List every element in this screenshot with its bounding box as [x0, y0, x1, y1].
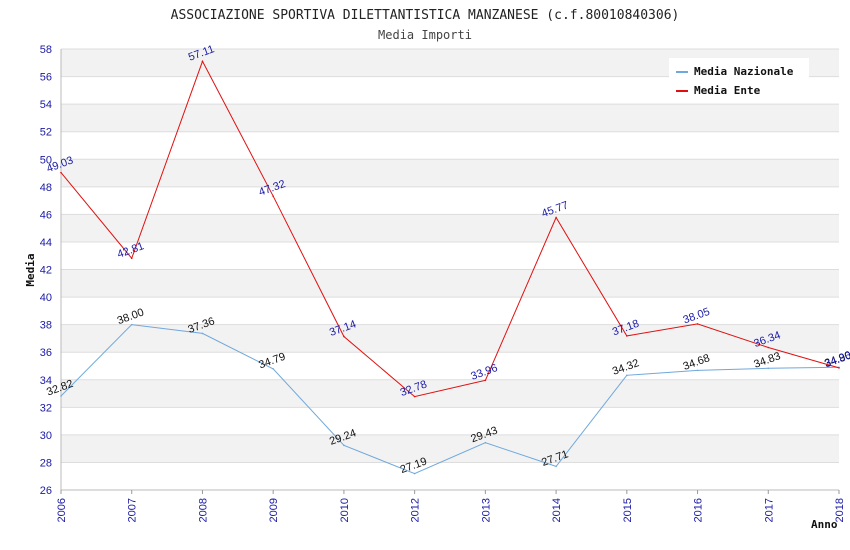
y-tick-label: 36 — [40, 347, 52, 359]
legend-label-nazionale: Media Nazionale — [694, 65, 794, 78]
y-tick-label: 46 — [40, 209, 52, 221]
data-point — [343, 444, 345, 447]
x-axis-label: Anno — [811, 518, 838, 531]
chart-subtitle: Media Importi — [378, 28, 472, 42]
y-tick-label: 50 — [40, 154, 52, 166]
y-axis-label: Media — [24, 253, 37, 286]
y-tick-label: 38 — [40, 320, 52, 332]
data-point — [838, 367, 840, 369]
grid-bands — [61, 49, 839, 463]
y-tick-label: 42 — [40, 265, 52, 277]
grid-band — [61, 214, 839, 242]
data-point — [413, 472, 416, 475]
data-point — [272, 368, 274, 370]
data-point — [626, 374, 628, 377]
data-point — [484, 441, 487, 444]
legend: Media Nazionale Media Ente — [669, 58, 809, 102]
x-tick-label: 2013 — [480, 498, 492, 522]
x-tick-labels: 2006 2007 2008 2009 2010 2012 2013 2014 2015 2016… — [56, 498, 846, 522]
data-point — [201, 60, 204, 63]
y-tick-label: 28 — [40, 457, 52, 469]
legend-label-ente: Media Ente — [694, 84, 761, 97]
y-tick-label: 52 — [40, 127, 52, 139]
series-line-nazionale — [60, 324, 840, 475]
data-point — [60, 171, 62, 174]
data-point — [767, 346, 770, 349]
x-tick-label: 2017 — [763, 498, 775, 522]
data-point — [555, 465, 557, 468]
data-label: 38.00 — [116, 306, 146, 327]
chart-title: ASSOCIAZIONE SPORTIVA DILETTANTISTICA MA… — [171, 8, 680, 23]
x-tick-label: 2018 — [834, 498, 846, 522]
data-point — [343, 335, 345, 338]
x-tick-label: 2014 — [551, 498, 563, 522]
grid-band — [61, 159, 839, 187]
series-line-ente — [60, 60, 840, 398]
data-point — [626, 335, 628, 337]
y-tick-label: 48 — [40, 182, 52, 194]
y-tick-label: 30 — [40, 430, 52, 442]
x-tick-label: 2006 — [56, 498, 68, 522]
data-point — [201, 332, 204, 335]
data-point — [484, 379, 487, 382]
x-tick-label: 2012 — [410, 498, 422, 522]
data-point — [696, 323, 699, 325]
x-tick-label: 2010 — [339, 498, 351, 522]
data-point — [130, 323, 133, 326]
y-tick-label: 26 — [40, 485, 52, 497]
grid-band — [61, 379, 839, 408]
legend-box — [669, 58, 809, 102]
axes — [60, 49, 840, 494]
series-lines — [60, 60, 840, 475]
y-tick-label: 44 — [40, 237, 52, 249]
x-tick-label: 2009 — [268, 498, 280, 522]
grid-band — [61, 104, 839, 132]
grid-band — [61, 324, 839, 353]
data-point — [130, 257, 133, 260]
data-point — [272, 195, 274, 197]
data-point — [555, 216, 557, 219]
x-tick-label: 2007 — [127, 498, 139, 522]
y-tick-label: 58 — [40, 44, 52, 56]
y-tick-label: 40 — [40, 292, 52, 304]
y-tick-labels: 26 28 30 32 34 36 38 40 42 44 46 48 50 52 54 56 58 — [40, 44, 52, 497]
data-point — [767, 367, 770, 370]
data-point — [413, 395, 416, 398]
data-point — [60, 395, 62, 397]
x-tick-label: 2016 — [693, 498, 705, 522]
y-tick-label: 32 — [40, 402, 52, 414]
y-tick-label: 56 — [40, 72, 52, 84]
data-point — [696, 369, 699, 372]
y-tick-label: 34 — [40, 375, 52, 387]
grid-band — [61, 269, 839, 298]
data-label: 38.05 — [682, 306, 712, 327]
x-tick-label: 2015 — [622, 498, 634, 522]
y-tick-label: 54 — [40, 99, 52, 111]
x-tick-label: 2008 — [197, 498, 209, 522]
